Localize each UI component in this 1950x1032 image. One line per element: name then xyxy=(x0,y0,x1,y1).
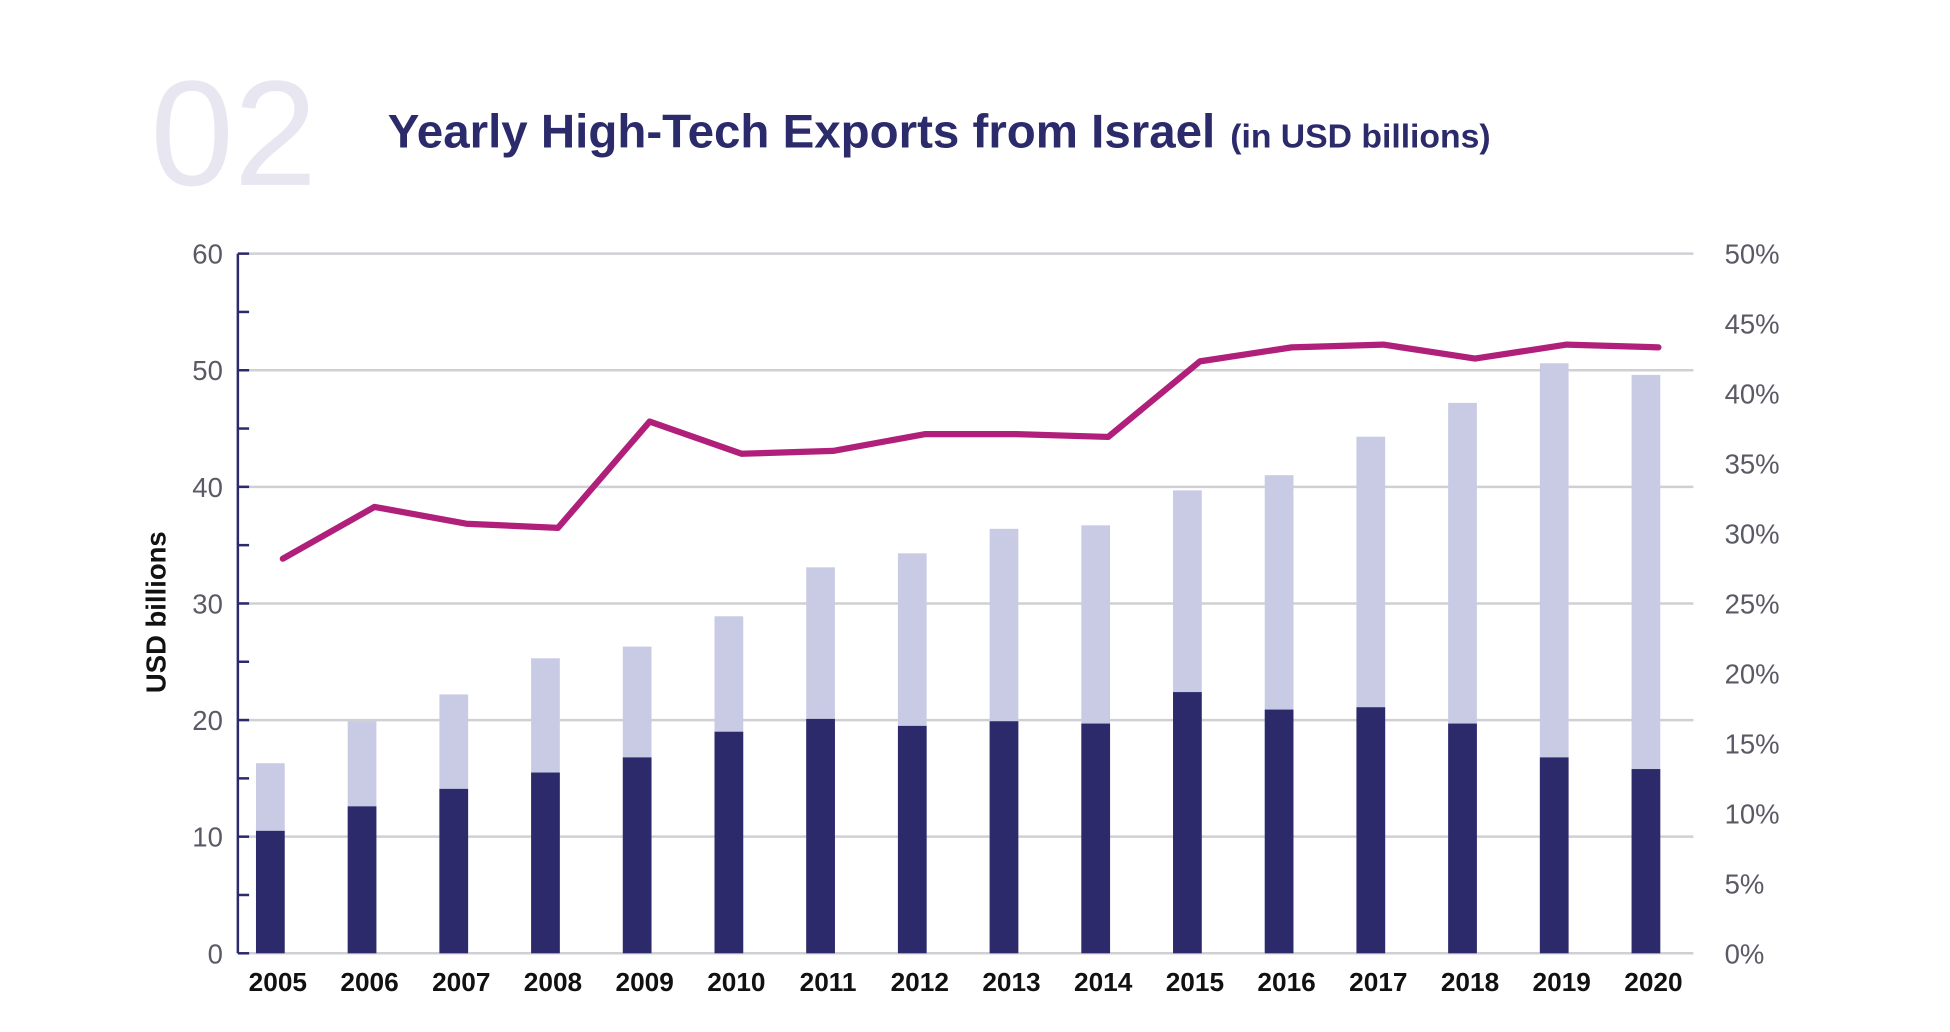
bar-dark-2010 xyxy=(714,731,744,954)
y-axis-label: USD billions xyxy=(140,531,171,693)
y-tick-label: 50 xyxy=(192,355,223,386)
x-tick-label: 2018 xyxy=(1441,967,1499,997)
y2-tick-label: 30% xyxy=(1725,518,1780,549)
y2-tick-label: 15% xyxy=(1725,728,1780,759)
y2-tick-label: 45% xyxy=(1725,309,1780,340)
bar-dark-2016 xyxy=(1264,709,1294,954)
bars xyxy=(255,363,1661,954)
x-tick-label: 2017 xyxy=(1349,967,1407,997)
x-tick-label: 2010 xyxy=(707,967,765,997)
y-tick-label: 40 xyxy=(192,472,223,503)
y2-tick-label: 35% xyxy=(1725,449,1780,480)
y2-tick-label: 40% xyxy=(1725,379,1780,410)
bar-dark-2006 xyxy=(347,806,377,954)
x-tick-label: 2008 xyxy=(524,967,582,997)
gridlines xyxy=(237,252,1694,955)
chart-title-main: Yearly High-Tech Exports from Israel xyxy=(388,105,1215,158)
bar-dark-2005 xyxy=(255,830,285,954)
y2-tick-label: 25% xyxy=(1725,588,1780,619)
bar-dark-2011 xyxy=(806,718,835,954)
chart-subtitle: (in USD billions) xyxy=(1230,117,1490,155)
axes: 0 10 20 30 40 50 60 0% 5% 10% 15% 20% 25% 30% 35% 40% 45… xyxy=(192,239,1779,997)
x-tick-label: 2009 xyxy=(615,967,673,997)
bar-dark-2012 xyxy=(897,725,927,954)
x-tick-label: 2006 xyxy=(340,967,398,997)
x-tick-label: 2005 xyxy=(249,967,307,997)
percent-line xyxy=(279,341,1662,562)
x-tick-label: 2011 xyxy=(800,967,857,997)
y2-tick-label: 10% xyxy=(1725,798,1780,829)
bar-dark-2014 xyxy=(1081,723,1111,954)
x-tick-label: 2013 xyxy=(982,967,1040,997)
y-tick-label: 60 xyxy=(192,239,223,270)
bar-dark-2008 xyxy=(531,772,560,954)
y-tick-label: 30 xyxy=(192,588,223,619)
x-tick-label: 2014 xyxy=(1074,967,1133,997)
y-tick-label: 0 xyxy=(208,938,223,969)
y2-tick-label: 0% xyxy=(1725,938,1765,969)
bar-dark-2017 xyxy=(1356,707,1386,954)
bar-dark-2015 xyxy=(1173,692,1202,954)
x-tick-label: 2012 xyxy=(891,967,949,997)
y2-tick-label: 5% xyxy=(1725,868,1765,899)
y2-tick-label: 20% xyxy=(1725,658,1780,689)
y-tick-label: 20 xyxy=(192,705,223,736)
bar-dark-2020 xyxy=(1631,769,1661,954)
x-tick-label: 2020 xyxy=(1624,967,1682,997)
bar-dark-2009 xyxy=(622,757,652,954)
x-tick-label: 2007 xyxy=(432,967,490,997)
x-tick-label: 2016 xyxy=(1257,967,1315,997)
chart-title: Yearly High-Tech Exports from Israel (in … xyxy=(388,105,1491,158)
x-tick-label: 2015 xyxy=(1166,967,1224,997)
line-series xyxy=(279,341,1662,562)
section-number: 02 xyxy=(150,49,317,217)
bar-dark-2013 xyxy=(989,721,1019,954)
y-tick-label: 10 xyxy=(192,822,223,853)
x-tick-label: 2019 xyxy=(1533,967,1591,997)
bar-dark-2007 xyxy=(439,788,469,954)
y2-tick-label: 50% xyxy=(1725,239,1780,270)
bar-dark-2019 xyxy=(1539,757,1569,954)
bar-dark-2018 xyxy=(1448,723,1477,954)
